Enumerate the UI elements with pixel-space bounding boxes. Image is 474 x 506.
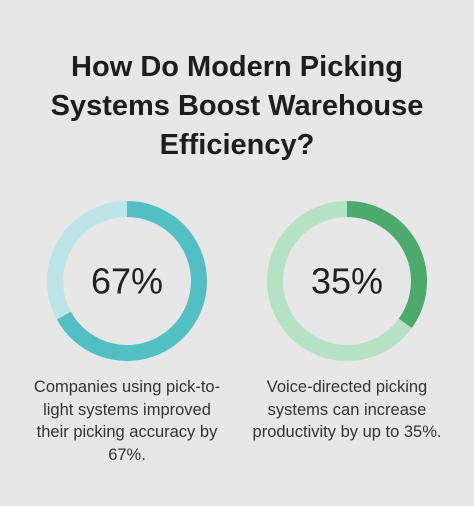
title: How Do Modern Picking Systems Boost Ware… [50, 51, 424, 161]
caption: Companies using pick-to-light systems im… [33, 378, 221, 464]
donut-arc [346, 201, 427, 329]
caption: Voice-directed picking systems can incre… [252, 378, 442, 441]
value-label: 67% [91, 261, 163, 302]
donut-arc [56, 201, 207, 361]
value-label: 35% [311, 261, 383, 302]
